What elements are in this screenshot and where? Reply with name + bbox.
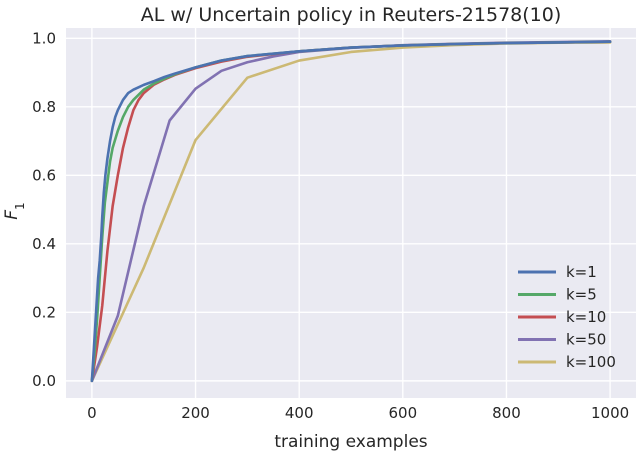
y-tick-label: 0.2 bbox=[32, 303, 56, 321]
x-tick-label: 200 bbox=[181, 404, 210, 422]
y-tick-label: 0.8 bbox=[32, 98, 56, 116]
y-axis-label: F1 bbox=[2, 202, 27, 219]
x-axis-label: training examples bbox=[274, 432, 427, 452]
legend-label: k=1 bbox=[566, 263, 597, 281]
legend-label: k=100 bbox=[566, 353, 616, 371]
x-tick-label: 800 bbox=[492, 404, 521, 422]
legend-label: k=5 bbox=[566, 286, 597, 304]
y-axis-label-main: F bbox=[2, 210, 22, 220]
grid bbox=[66, 28, 636, 398]
legend: k=1 k=5 k=10 k=50 k=100 bbox=[518, 263, 616, 371]
x-axis-ticks: 0 200 400 600 800 1000 bbox=[87, 404, 629, 422]
x-tick-label: 600 bbox=[388, 404, 417, 422]
x-tick-label: 1000 bbox=[591, 404, 629, 422]
y-axis-ticks: 0.0 0.2 0.4 0.6 0.8 1.0 bbox=[32, 29, 56, 390]
x-tick-label: 400 bbox=[285, 404, 314, 422]
y-tick-label: 0.0 bbox=[32, 372, 56, 390]
legend-label: k=10 bbox=[566, 308, 606, 326]
y-tick-label: 0.4 bbox=[32, 235, 56, 253]
y-tick-label: 0.6 bbox=[32, 166, 56, 184]
plot-area bbox=[66, 28, 636, 398]
series-layer bbox=[90, 40, 612, 383]
y-axis-label-subscript: 1 bbox=[13, 202, 27, 210]
y-tick-label: 1.0 bbox=[32, 29, 56, 47]
chart-title: AL w/ Uncertain policy in Reuters-21578(… bbox=[141, 4, 562, 26]
series-line-k1 bbox=[90, 40, 612, 383]
x-tick-label: 0 bbox=[87, 404, 97, 422]
legend-label: k=50 bbox=[566, 331, 606, 349]
